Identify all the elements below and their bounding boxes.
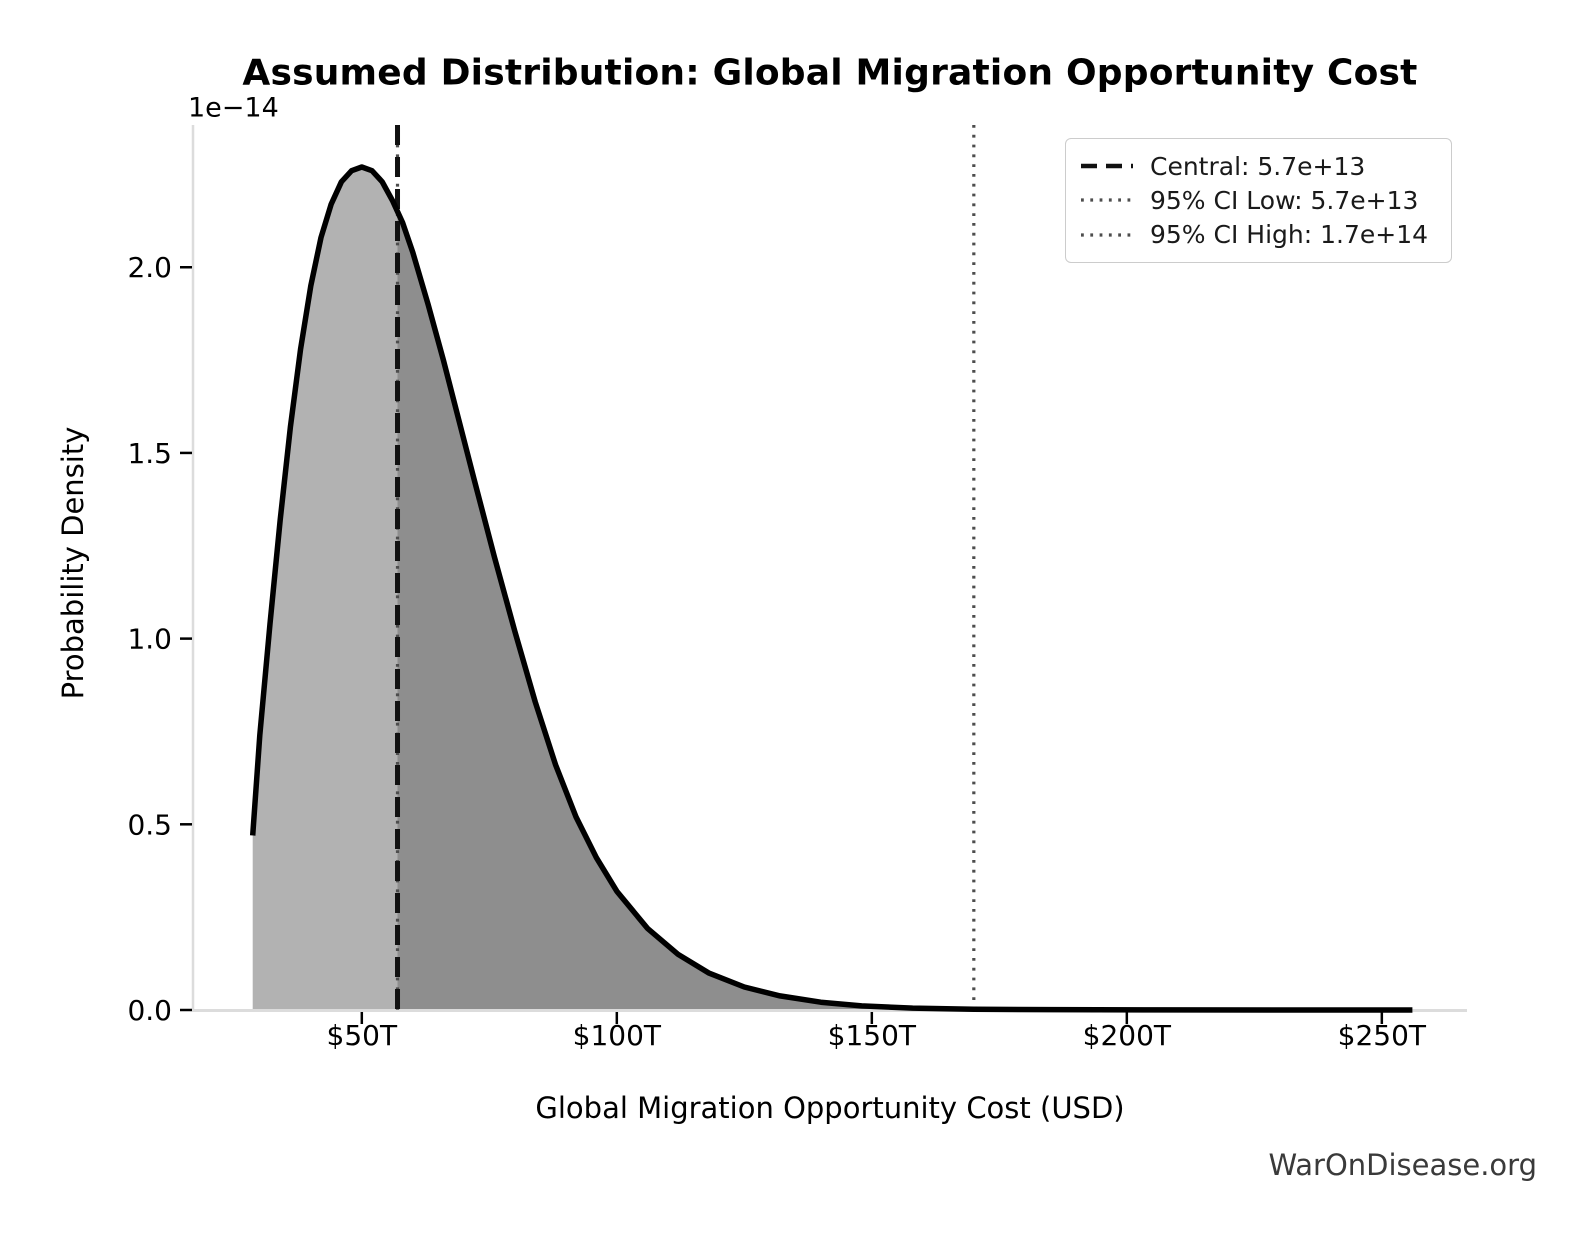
legend: Central: 5.7e+13 95% CI Low: 5.7e+13 95%… (1065, 138, 1452, 263)
dotted-line-sample-icon (1081, 198, 1133, 203)
y-tick-label: 1.5 (127, 437, 172, 470)
x-tick-label: $250T (1338, 1019, 1427, 1052)
density-fill-left-of-central (252, 167, 398, 1010)
legend-label: 95% CI Low: 5.7e+13 (1150, 185, 1419, 215)
y-tick-label: 1.0 (127, 623, 172, 656)
x-tick-label: $150T (828, 1019, 917, 1052)
density-curve (249, 164, 1413, 1013)
dashed-line-sample-icon (1081, 163, 1133, 169)
density-fill-right-of-central (397, 211, 1413, 1010)
chart-title: Assumed Distribution: Global Migration O… (242, 52, 1418, 94)
y-tick-label: 2.0 (127, 251, 172, 284)
y-tick-label: 0.0 (127, 994, 172, 1027)
y-tick-label: 0.5 (127, 808, 172, 841)
dotted-line-sample-icon (1081, 233, 1133, 237)
x-tick-label: $200T (1083, 1019, 1172, 1052)
x-tick-label: $50T (327, 1019, 398, 1052)
x-tick-label: $100T (573, 1019, 662, 1052)
legend-label: 95% CI High: 1.7e+14 (1150, 220, 1429, 250)
watermark: WarOnDisease.org (1268, 1148, 1537, 1182)
legend-item-central: Central: 5.7e+13 (1080, 152, 1437, 181)
legend-label: Central: 5.7e+13 (1150, 151, 1366, 181)
legend-item-ci-high: 95% CI High: 1.7e+14 (1080, 220, 1437, 249)
legend-item-ci-low: 95% CI Low: 5.7e+13 (1080, 186, 1437, 215)
y-axis-offset-text: 1e−14 (188, 92, 279, 124)
x-axis-label: Global Migration Opportunity Cost (USD) (535, 1091, 1125, 1125)
